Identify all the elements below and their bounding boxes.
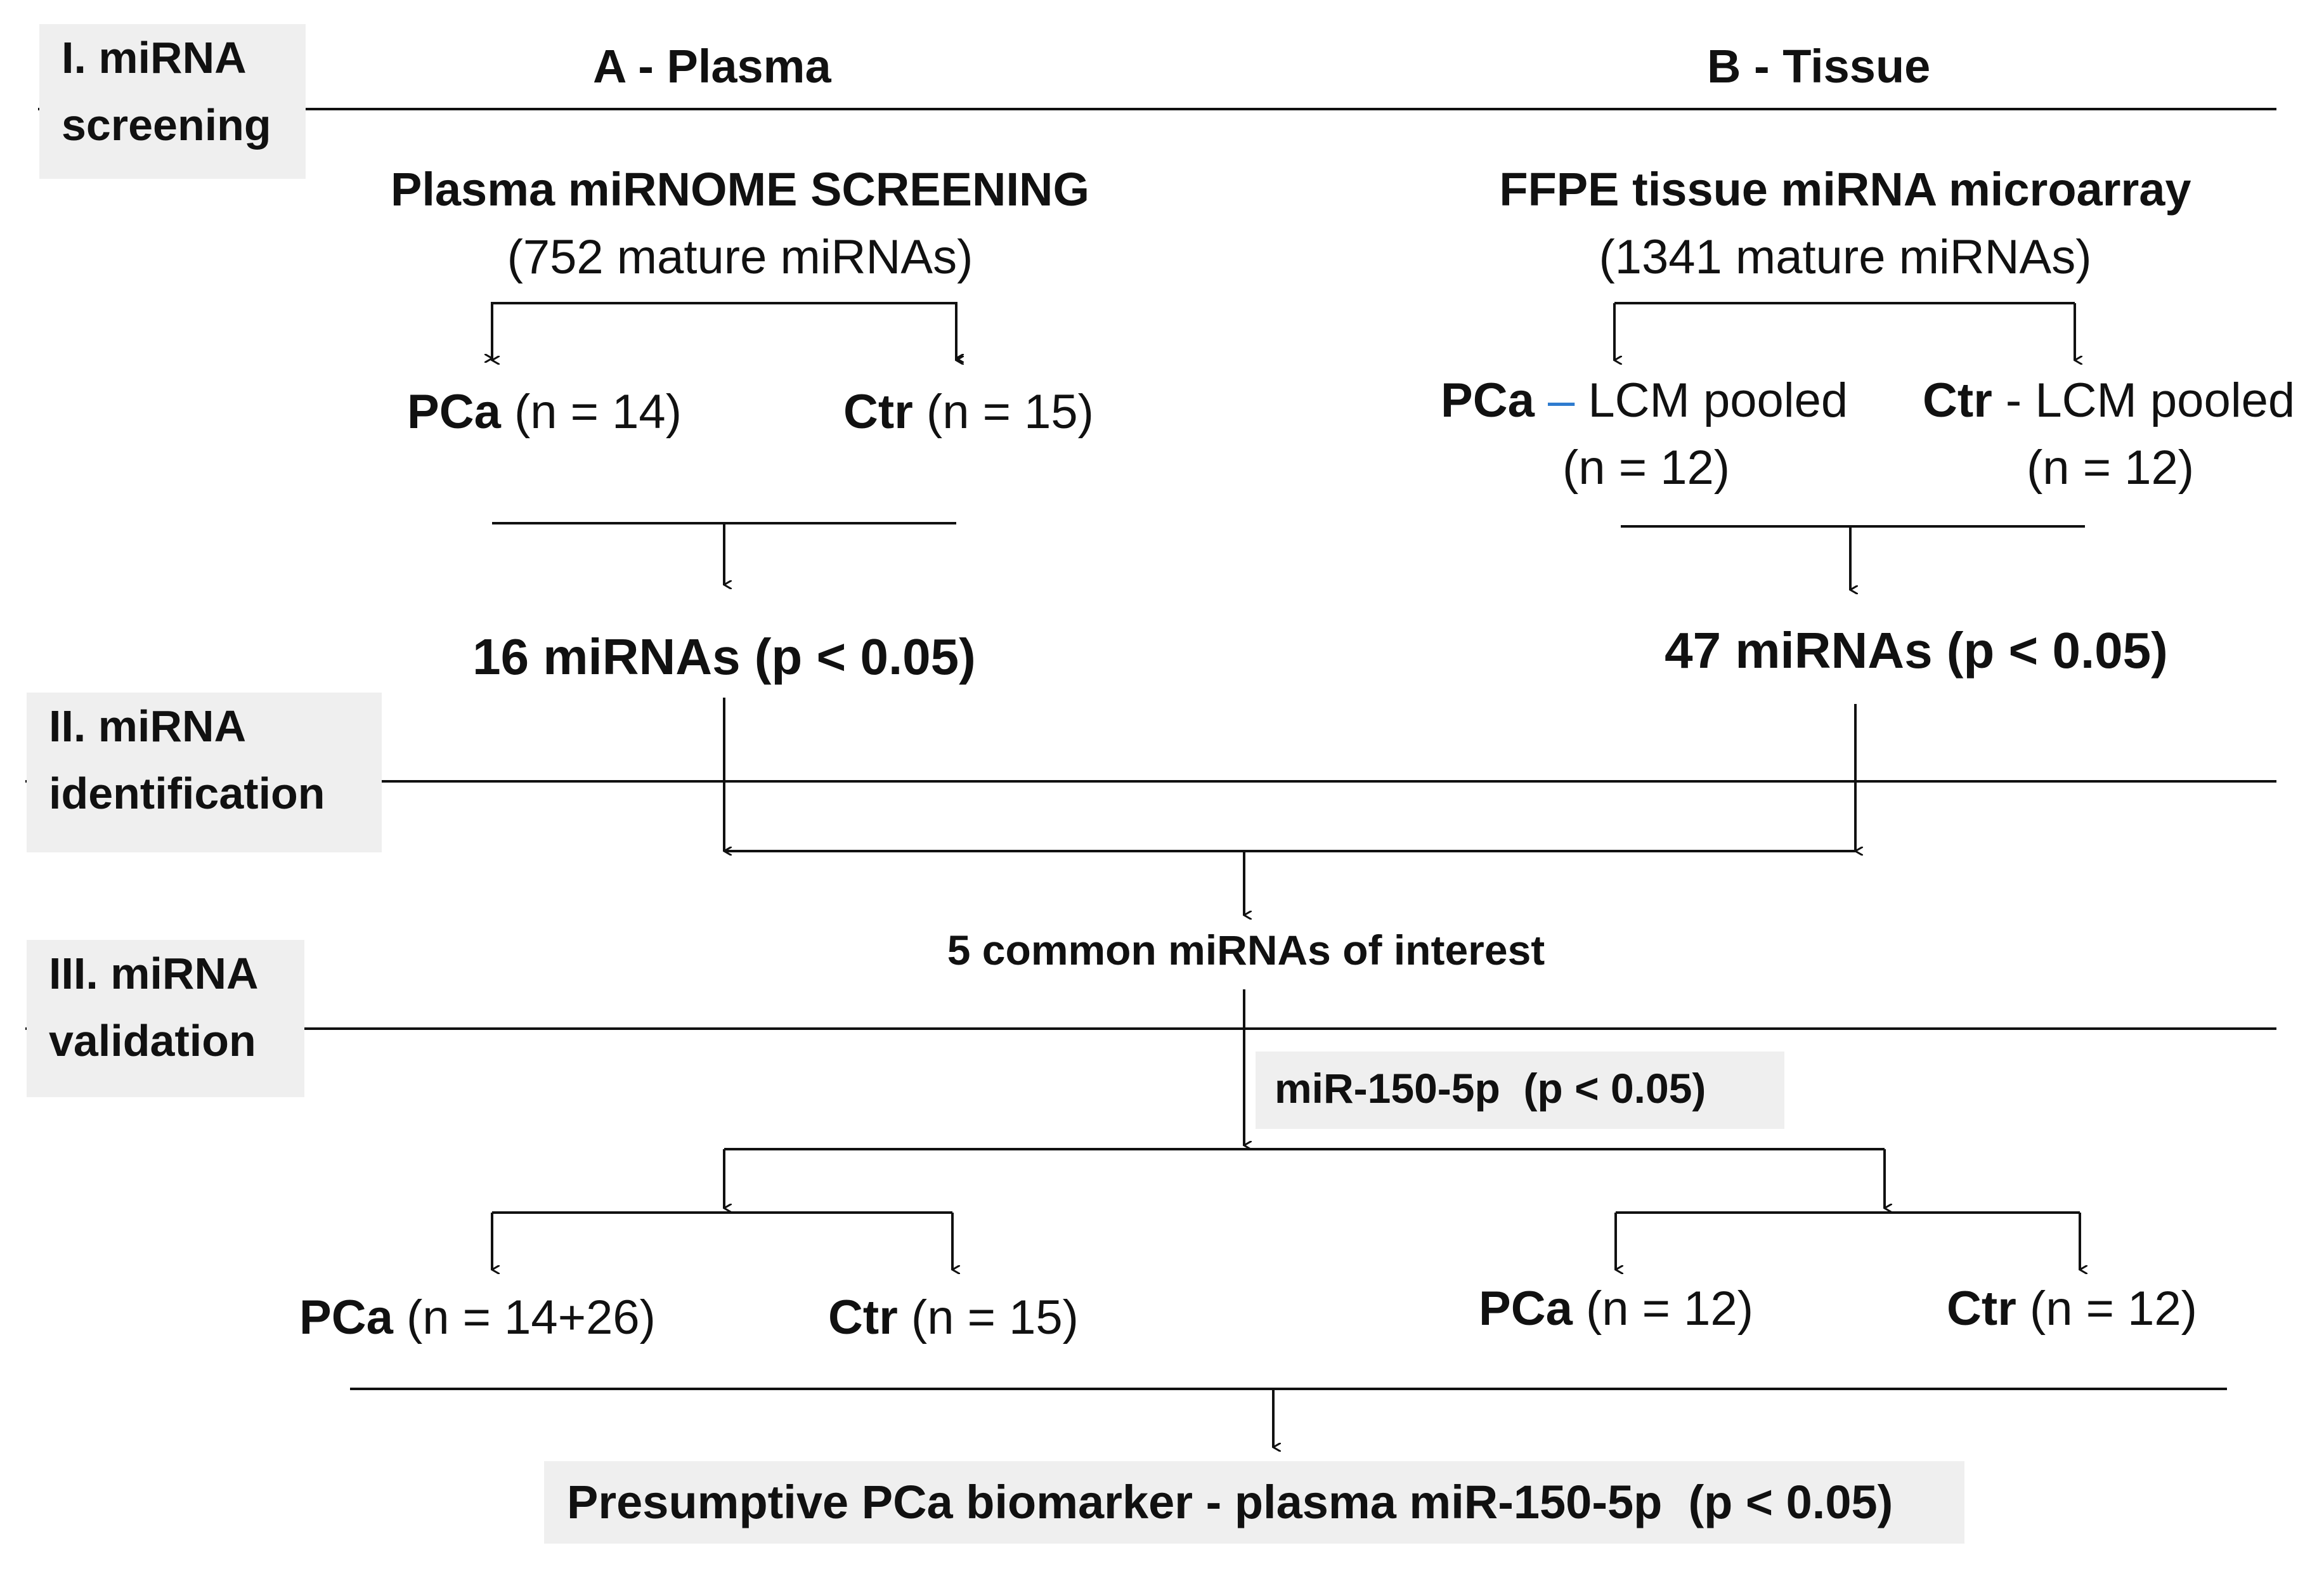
plasma-ctr-n: (n = 15) bbox=[926, 385, 1094, 439]
plasma-result: 16 miRNAs (p < 0.05) bbox=[472, 628, 976, 685]
validation-tissue-pca-group: PCa (n = 12) bbox=[1479, 1281, 1753, 1336]
tissue-pca-n: (n = 12) bbox=[1562, 441, 1730, 495]
stage-screening-label: I. miRNA screening bbox=[39, 24, 306, 179]
tissue-ctr-rest: - LCM pooled bbox=[2005, 374, 2295, 427]
plasma-ctr-group: Ctr (n = 15) bbox=[843, 384, 1094, 439]
plasma-screening-title: Plasma miRNOME SCREENING bbox=[390, 163, 1090, 216]
validated-mirna-box: miR-150-5p (p < 0.05) bbox=[1256, 1051, 1784, 1129]
conclusion-box: Presumptive PCa biomarker - plasma miR-1… bbox=[544, 1461, 1964, 1544]
stage-validation-line2: validation bbox=[49, 1016, 256, 1065]
validation-plasma-pca-group: PCa (n = 14+26) bbox=[299, 1290, 656, 1345]
column-header-plasma: A - Plasma bbox=[593, 40, 831, 93]
stage-validation-label: III. miRNA validation bbox=[27, 940, 304, 1097]
tissue-ctr-label: Ctr bbox=[1923, 374, 1992, 427]
tissue-result: 47 miRNAs (p < 0.05) bbox=[1665, 622, 2168, 679]
tissue-screening-count: (1341 mature miRNAs) bbox=[1599, 230, 2092, 284]
tissue-screening-title: FFPE tissue miRNA microarray bbox=[1499, 163, 2191, 216]
stage-validation-line1: III. miRNA bbox=[49, 949, 259, 998]
tissue-pca-dash: – bbox=[1547, 374, 1575, 427]
stage-identification-line2: identification bbox=[49, 769, 325, 818]
validation-plasma-ctr-group: Ctr (n = 15) bbox=[828, 1290, 1079, 1345]
plasma-screening-count: (752 mature miRNAs) bbox=[507, 230, 973, 284]
validation-tissue-ctr-group: Ctr (n = 12) bbox=[1947, 1281, 2197, 1336]
plasma-pca-group: PCa (n = 14) bbox=[407, 384, 682, 439]
tissue-pca-label: PCa bbox=[1441, 374, 1535, 427]
validation-plasma-ctr-n: (n = 15) bbox=[911, 1291, 1079, 1344]
conclusion-text: Presumptive PCa biomarker - plasma miR-1… bbox=[567, 1476, 1893, 1528]
validation-tissue-pca-label: PCa bbox=[1479, 1282, 1573, 1336]
validation-tissue-ctr-n: (n = 12) bbox=[2029, 1282, 2197, 1336]
plasma-ctr-label: Ctr bbox=[843, 385, 913, 439]
validation-plasma-pca-label: PCa bbox=[299, 1291, 393, 1344]
column-header-tissue: B - Tissue bbox=[1707, 40, 1931, 93]
validation-tissue-pca-n: (n = 12) bbox=[1585, 1282, 1754, 1336]
validated-mirna-text: miR-150-5p (p < 0.05) bbox=[1275, 1065, 1706, 1112]
stage-screening-line1: I. miRNA bbox=[62, 33, 247, 82]
tissue-pca-group: PCa – LCM pooled bbox=[1441, 373, 1848, 428]
tissue-ctr-n: (n = 12) bbox=[2027, 441, 2195, 495]
tissue-pca-rest: LCM pooled bbox=[1588, 374, 1848, 427]
validation-plasma-pca-n: (n = 14+26) bbox=[406, 1291, 656, 1344]
plasma-pca-n: (n = 14) bbox=[514, 385, 682, 439]
common-mirnas: 5 common miRNAs of interest bbox=[947, 927, 1545, 973]
tissue-ctr-group: Ctr - LCM pooled bbox=[1923, 373, 2295, 428]
validation-tissue-ctr-label: Ctr bbox=[1947, 1282, 2016, 1336]
stage-identification-line1: II. miRNA bbox=[49, 701, 247, 751]
validation-plasma-ctr-label: Ctr bbox=[828, 1291, 898, 1344]
stage-identification-label: II. miRNA identification bbox=[27, 693, 382, 852]
stage-screening-line2: screening bbox=[62, 100, 271, 150]
plasma-pca-label: PCa bbox=[407, 385, 501, 439]
